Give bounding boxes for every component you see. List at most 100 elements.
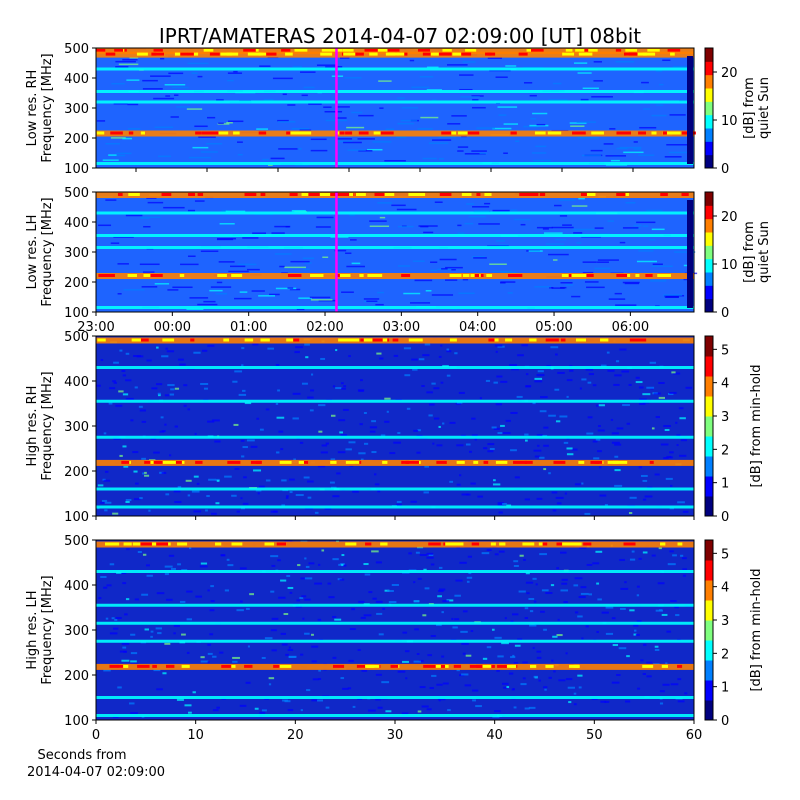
band-hotspot <box>483 460 489 464</box>
noise-cell <box>122 137 133 140</box>
band-hotspot <box>382 460 388 464</box>
noise-cell <box>486 646 492 649</box>
noise-cell <box>642 551 648 554</box>
band-hotspot <box>97 338 106 342</box>
noise-cell <box>616 427 624 430</box>
noise-cell <box>612 644 619 647</box>
band-hotspot <box>286 131 291 135</box>
noise-cell <box>594 227 604 229</box>
noise-cell <box>358 452 366 455</box>
noise-cell <box>459 74 474 76</box>
noise-cell <box>467 555 473 558</box>
band-hotspot <box>315 193 320 196</box>
noise-cell <box>540 610 545 613</box>
noise-cell <box>278 148 299 150</box>
noise-cell <box>470 482 476 485</box>
noise-cell <box>592 440 598 443</box>
noise-cell <box>242 389 246 392</box>
colorbar-tick-label: 3 <box>721 410 729 425</box>
noise-cell <box>302 617 305 620</box>
noise-cell <box>426 66 439 69</box>
noise-cell <box>598 466 602 469</box>
noise-cell <box>625 700 631 703</box>
noise-cell <box>447 64 468 66</box>
noise-cell <box>393 354 399 357</box>
band-hotspot <box>220 52 232 56</box>
noise-cell <box>515 140 520 143</box>
noise-cell <box>270 510 278 513</box>
noise-cell <box>473 257 487 259</box>
band-hotspot <box>306 131 311 135</box>
colorbar-tick-label: 0 <box>721 714 729 729</box>
noise-cell <box>403 347 412 350</box>
noise-cell <box>321 549 325 552</box>
noise-cell <box>595 438 601 441</box>
noise-cell <box>574 577 583 580</box>
noise-cell <box>479 152 487 155</box>
band-hotspot <box>365 542 372 546</box>
y-tick-label: 300 <box>64 420 89 435</box>
noise-cell <box>300 71 316 73</box>
noise-cell <box>359 423 363 426</box>
noise-cell <box>607 220 614 222</box>
band-hotspot <box>474 274 480 277</box>
noise-cell <box>658 609 663 612</box>
band-hotspot <box>195 460 203 464</box>
noise-cell <box>459 561 467 564</box>
noise-cell <box>636 221 656 224</box>
noise-cell <box>377 490 381 493</box>
noise-cell <box>374 473 377 476</box>
noise-cell <box>130 660 137 663</box>
noise-cell <box>555 420 561 423</box>
noise-cell <box>306 689 311 692</box>
noise-cell <box>404 650 410 653</box>
noise-cell <box>491 628 495 631</box>
band-hotspot <box>642 52 656 56</box>
noise-cell <box>500 380 508 383</box>
colorbar-step <box>705 600 713 621</box>
noise-cell <box>295 164 309 167</box>
noise-cell <box>446 374 451 377</box>
noise-cell <box>146 197 157 199</box>
x-tick-label: 05:00 <box>535 320 572 335</box>
noise-cell <box>436 683 443 686</box>
noise-cell <box>361 669 368 672</box>
noise-cell <box>491 426 497 429</box>
noise-cell <box>161 471 167 474</box>
noise-cell <box>103 669 111 672</box>
colorbar-tick-label: 4 <box>721 377 729 392</box>
band-hotspot <box>670 52 675 56</box>
noise-cell <box>200 382 209 385</box>
noise-cell <box>571 205 588 207</box>
noise-cell <box>654 645 659 648</box>
colorbar-step <box>705 396 713 417</box>
band-hotspot <box>227 460 241 464</box>
noise-cell <box>582 271 594 274</box>
band-hotspot <box>580 193 589 196</box>
noise-cell <box>586 563 593 566</box>
band-hotspot <box>423 664 438 668</box>
y-axis-label-line2: Frequency [MHz] <box>40 575 55 684</box>
band-hotspot <box>487 52 492 56</box>
noise-cell <box>658 396 666 399</box>
noise-cell <box>430 269 438 272</box>
noise-cell <box>459 474 462 477</box>
noise-cell <box>170 567 176 570</box>
noise-cell <box>140 217 150 219</box>
noise-cell <box>629 558 636 561</box>
noise-cell <box>471 150 487 152</box>
colorbar-frame <box>704 191 714 313</box>
noise-cell <box>520 683 527 686</box>
noise-cell <box>318 669 321 672</box>
band-hotspot <box>365 664 375 668</box>
noise-cell <box>226 558 230 561</box>
noise-cell <box>304 577 313 580</box>
band-430mhz <box>96 67 694 71</box>
colorbar-step <box>705 298 713 313</box>
noise-cell <box>456 483 461 486</box>
noise-cell <box>455 402 461 405</box>
noise-cell <box>371 451 377 454</box>
noise-cell <box>671 371 676 374</box>
